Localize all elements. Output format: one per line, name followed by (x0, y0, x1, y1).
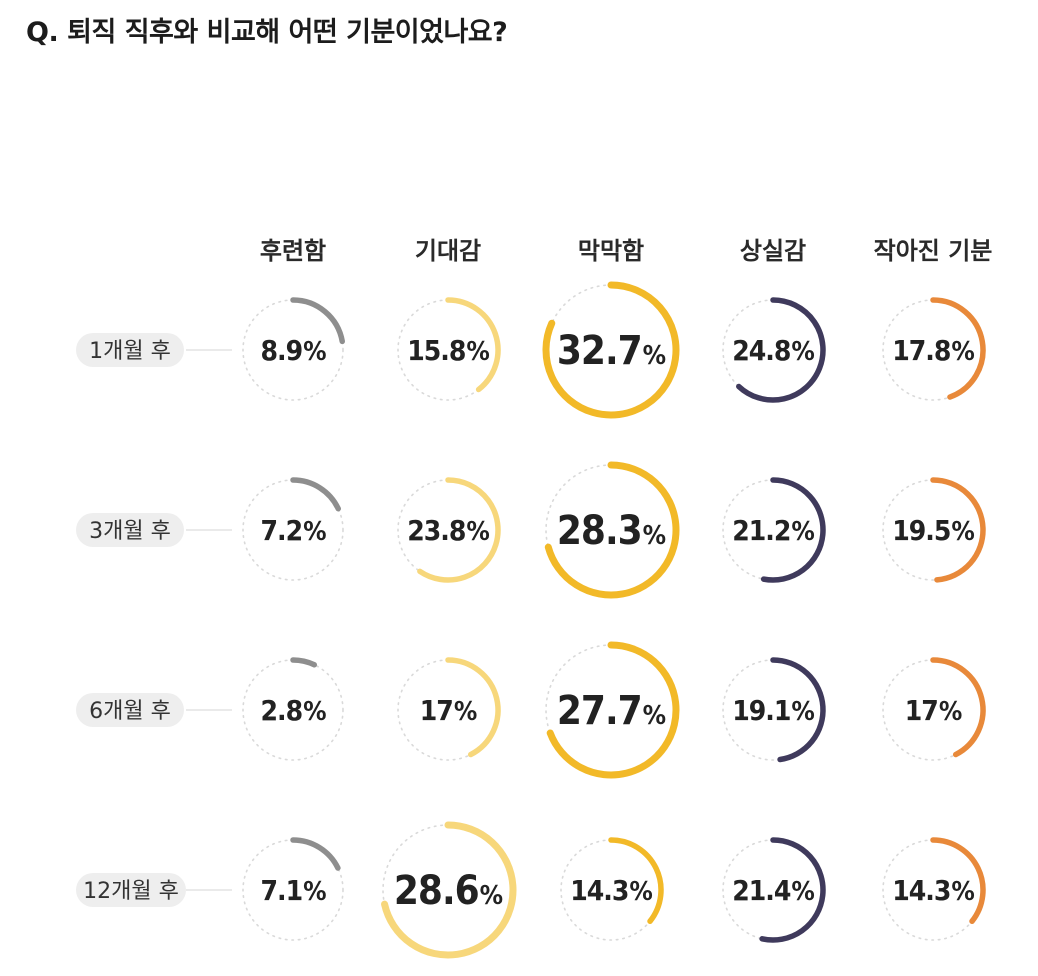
value-label: 14.3% (892, 874, 974, 907)
value-arc (608, 837, 664, 925)
value-label: 27.7% (557, 688, 666, 734)
value-arc (290, 837, 341, 871)
column-label: 작아진 기분 (874, 237, 993, 265)
value-label: 19.5% (892, 514, 974, 547)
value-label: 21.2% (732, 514, 814, 547)
value-label: 17% (905, 694, 962, 727)
value-arc (544, 461, 680, 599)
value-arc (290, 657, 318, 668)
value-arc (445, 297, 501, 393)
column-label: 상실감 (740, 237, 806, 265)
value-arc (290, 477, 341, 512)
value-label: 23.8% (407, 514, 489, 547)
value-arc (381, 821, 517, 959)
page-title: Q. 퇴직 직후와 비교해 어떤 기분이었나요? (26, 17, 508, 48)
value-label: 8.9% (260, 334, 326, 367)
value-label: 21.4% (732, 874, 814, 907)
value-label: 2.8% (260, 694, 326, 727)
value-arc (445, 657, 501, 758)
value-arc (290, 297, 346, 345)
value-arc (930, 657, 986, 758)
value-arc (542, 281, 680, 419)
value-arc (417, 477, 501, 583)
row-label-pill (76, 333, 184, 367)
value-arc (770, 657, 826, 763)
value-label: 24.8% (732, 334, 814, 367)
column-label: 기대감 (415, 237, 481, 265)
value-label: 7.2% (260, 514, 326, 547)
value-label: 28.6% (394, 868, 503, 914)
value-arc (736, 297, 826, 403)
value-arc (930, 837, 986, 925)
row-label: 6개월 후 (89, 699, 171, 724)
value-label: 17% (420, 694, 477, 727)
value-arc (759, 837, 826, 943)
column-label: 후련함 (260, 237, 326, 265)
row-label: 3개월 후 (89, 519, 171, 544)
row-label-pill (76, 513, 184, 547)
value-label: 19.1% (732, 694, 814, 727)
value-label: 14.3% (570, 874, 652, 907)
value-arc (546, 641, 680, 779)
value-label: 15.8% (407, 334, 489, 367)
value-label: 32.7% (557, 328, 666, 374)
value-arc (930, 477, 986, 583)
column-label: 막막함 (578, 237, 644, 265)
row-label: 12개월 후 (83, 879, 179, 904)
value-label: 17.8% (892, 334, 974, 367)
value-arc (930, 297, 986, 400)
row-label-pill (76, 873, 186, 907)
row-label: 1개월 후 (89, 339, 171, 364)
value-label: 28.3% (557, 508, 666, 554)
row-label-pill (76, 693, 184, 727)
value-arc (760, 477, 826, 583)
value-label: 7.1% (260, 874, 326, 907)
